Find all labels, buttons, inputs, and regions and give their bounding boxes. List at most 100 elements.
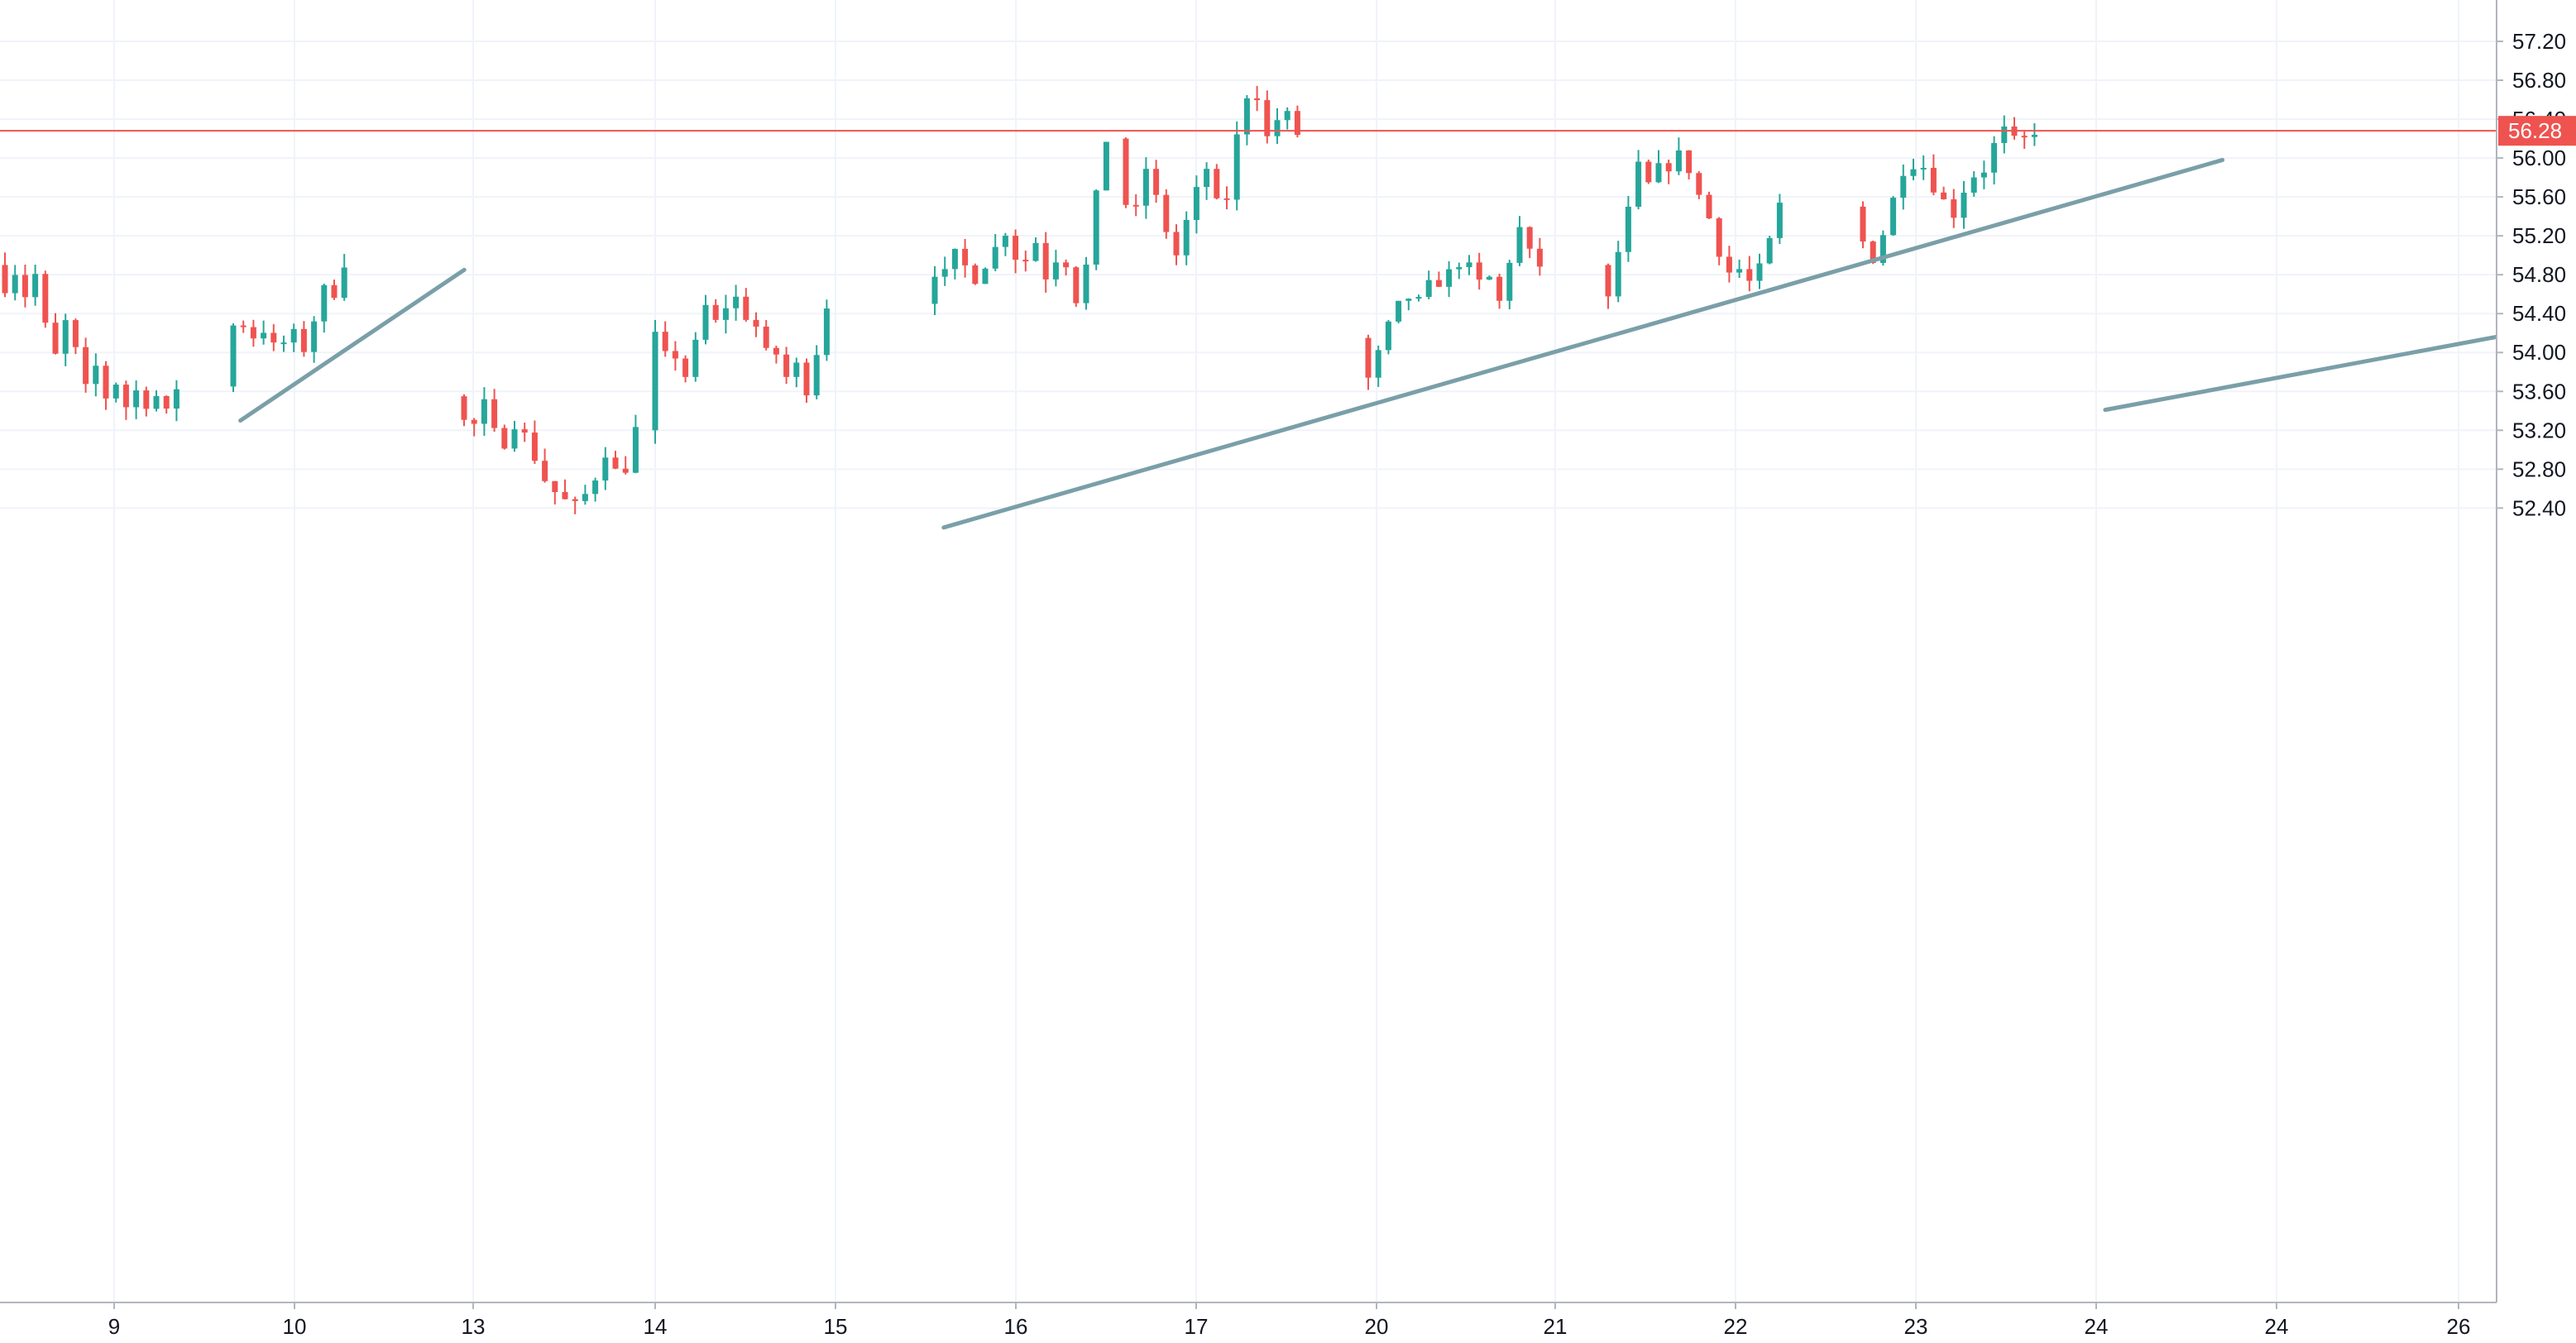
- candle-body: [1496, 276, 1503, 301]
- time-tick-label: 15: [824, 1314, 848, 1339]
- candle-body: [173, 389, 180, 409]
- candle-body: [1002, 236, 1008, 247]
- price-tick-label: 54.80: [2512, 262, 2566, 287]
- candle-body: [1365, 337, 1372, 378]
- candle-body: [1686, 150, 1693, 174]
- candle-body: [300, 328, 307, 352]
- candle-body: [1052, 262, 1059, 280]
- candle-body: [133, 390, 140, 408]
- candle-body: [1193, 187, 1199, 220]
- candle-body: [230, 325, 237, 387]
- candle-body: [682, 358, 689, 377]
- candle-body: [1746, 269, 1753, 281]
- candle-body: [632, 427, 639, 473]
- candle-body: [280, 342, 287, 345]
- candle-body: [331, 284, 338, 299]
- candle-body: [2031, 134, 2037, 137]
- candle-body: [941, 269, 948, 277]
- candle-body: [1625, 206, 1631, 252]
- price-tick-label: 57.20: [2512, 29, 2566, 54]
- candle-body: [311, 321, 318, 352]
- candle-body: [982, 268, 989, 284]
- price-tick-label: 53.20: [2512, 418, 2566, 442]
- candle-body: [743, 296, 749, 320]
- candle-body: [1910, 169, 1917, 176]
- candle-body: [62, 320, 69, 354]
- candle-body: [1655, 163, 1662, 183]
- candle-body: [1163, 194, 1170, 232]
- current-price-label: 56.28: [2508, 118, 2562, 143]
- candle-body: [261, 332, 267, 339]
- candle-body: [321, 284, 328, 322]
- candle-body: [1284, 111, 1290, 121]
- current-price-badge-bg: [2498, 116, 2576, 146]
- candle-body: [1093, 190, 1099, 265]
- candle-body: [1991, 142, 1998, 173]
- time-tick-label: 24: [2265, 1314, 2289, 1339]
- time-tick-label: 21: [1544, 1314, 1568, 1339]
- time-tick-label: 14: [644, 1314, 668, 1339]
- trendline-2[interactable]: [941, 157, 2225, 530]
- trendline-1[interactable]: [238, 267, 467, 423]
- price-tick-label: 56.00: [2512, 146, 2566, 170]
- candle-body: [1375, 350, 1381, 378]
- current-price-badge: 56.28: [2498, 116, 2576, 146]
- candle-body: [951, 248, 958, 270]
- candle-body: [1385, 321, 1391, 351]
- candle-body: [1466, 262, 1472, 268]
- candle-body: [1042, 242, 1049, 280]
- time-tick-label: 9: [108, 1314, 120, 1339]
- price-scale-background: [2497, 0, 2576, 1343]
- candle-body: [1022, 260, 1029, 262]
- candle-body: [1274, 120, 1281, 136]
- candle-body: [1645, 161, 1652, 183]
- candle-body: [572, 499, 578, 501]
- candle-body: [1183, 219, 1190, 256]
- candle-body: [471, 419, 477, 424]
- time-scale-background: [0, 1302, 2576, 1343]
- price-tick-label: 55.60: [2512, 184, 2566, 209]
- candle-body: [1446, 269, 1453, 287]
- candle-body: [1726, 256, 1732, 273]
- candle-body: [1264, 100, 1271, 136]
- candle-body: [1173, 232, 1180, 256]
- candle-body: [501, 428, 508, 449]
- candle-body: [1635, 161, 1642, 207]
- candle-body: [1396, 300, 1402, 322]
- candle-body: [1980, 172, 1987, 178]
- candle-body: [143, 390, 150, 409]
- price-tick-label: 54.40: [2512, 301, 2566, 326]
- trendline-3[interactable]: [2103, 197, 2576, 413]
- candle-body: [1013, 236, 1019, 260]
- candle-body: [1930, 167, 1937, 193]
- candle-body: [931, 276, 938, 304]
- price-tick-label: 53.60: [2512, 379, 2566, 404]
- price-tick-label: 56.80: [2512, 68, 2566, 93]
- candle-body: [1223, 198, 1230, 200]
- candle-body: [1415, 297, 1422, 299]
- candle-body: [113, 385, 119, 399]
- candles: [2, 85, 2037, 514]
- candle-body: [341, 267, 347, 299]
- candle-body: [1675, 150, 1682, 172]
- candle-body: [1142, 169, 1149, 206]
- candle-body: [1243, 98, 1250, 135]
- candle-body: [662, 332, 668, 351]
- time-tick-label: 17: [1185, 1314, 1209, 1339]
- candle-body: [1615, 251, 1621, 297]
- time-axis[interactable]: 9 10 13 14 15 16 17 20 21 22 23 24 24 26: [108, 1302, 2471, 1339]
- candle-body: [1890, 198, 1897, 236]
- candle-body: [2, 265, 8, 294]
- candle-body: [712, 304, 719, 320]
- candle-body: [1516, 227, 1523, 263]
- candle-body: [122, 385, 129, 408]
- candle-body: [773, 347, 779, 355]
- candle-body: [240, 325, 247, 327]
- drawings[interactable]: [238, 129, 2576, 530]
- candle-body: [972, 265, 979, 284]
- candle-body: [1526, 227, 1533, 249]
- candle-body: [1716, 218, 1722, 257]
